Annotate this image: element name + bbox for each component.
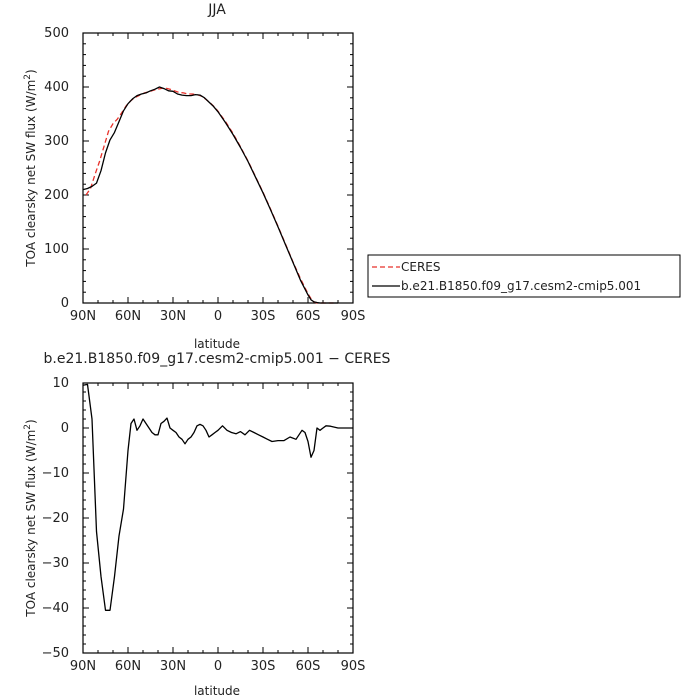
top-y-axis-label-main: TOA clearsky net SW flux (W/m: [24, 80, 38, 268]
top-y-tick-label: 0: [61, 296, 69, 311]
bottom-y-tick-label: −50: [42, 646, 69, 661]
legend-box: [367, 254, 681, 298]
bottom-y-axis-label-exp: 2: [23, 424, 33, 430]
top-x-tick-label: 60S: [296, 309, 321, 324]
bottom-y-axis-label: TOA clearsky net SW flux (W/m2): [23, 419, 38, 617]
legend-label-ceres: CERES: [401, 260, 441, 274]
bottom-y-tick-label: −30: [42, 556, 69, 571]
top-chart-legend: CERES b.e21.B1850.f09_g17.cesm2-cmip5.00…: [367, 254, 681, 298]
top-x-tick-label: 90S: [341, 309, 366, 324]
bottom-y-tick-label: −10: [42, 466, 69, 481]
bottom-chart-series: [82, 383, 353, 611]
bottom-x-axis-label: latitude: [194, 684, 240, 698]
bottom-x-tick-label: 90N: [70, 659, 96, 674]
top-x-tick-label: 30N: [160, 309, 186, 324]
bottom-chart-axes: 90N 60N 30N 0 30S 60S 90S −50 −40 −30 −20 −10 0 10: [42, 376, 366, 674]
bottom-x-tick-label: 60N: [115, 659, 141, 674]
top-series-line-b-e21-b1850-f09-g17-cesm2-cmip5-001: [82, 86, 338, 304]
top-y-tick-label: 100: [44, 242, 69, 257]
bottom-panel: b.e21.B1850.f09_g17.cesm2-cmip5.001 − CE…: [23, 351, 391, 698]
bottom-series-line-0: [82, 383, 353, 611]
bottom-y-tick-label: −20: [42, 511, 69, 526]
top-y-tick-label: 500: [44, 26, 69, 41]
bottom-x-tick-label: 30N: [160, 659, 186, 674]
top-y-axis-label: TOA clearsky net SW flux (W/m2): [23, 69, 38, 267]
bottom-y-tick-label: 10: [52, 376, 69, 391]
top-chart-axes: 90N 60N 30N 0 30S 60S 90S 0 100 200 300 400 500: [44, 26, 365, 324]
bottom-y-axis-label-end: ): [24, 419, 38, 424]
top-x-tick-label: 30S: [251, 309, 276, 324]
bottom-y-tick-label: −40: [42, 601, 69, 616]
top-chart-title: JJA: [207, 2, 226, 18]
top-y-tick-label: 300: [44, 134, 69, 149]
top-x-tick-label: 60N: [115, 309, 141, 324]
top-y-axis-label-end: ): [24, 69, 38, 74]
bottom-y-tick-label: 0: [61, 421, 69, 436]
bottom-chart-title: b.e21.B1850.f09_g17.cesm2-cmip5.001 − CE…: [44, 351, 391, 367]
top-panel: JJA 90N 60N 30N 0 30S 60S 90S0100200300400500 …: [23, 2, 681, 351]
bottom-plot-frame: [82, 382, 354, 654]
bottom-x-tick-label: 0: [214, 659, 222, 674]
top-y-tick-label: 200: [44, 188, 69, 203]
bottom-x-tick-label: 60S: [296, 659, 321, 674]
top-chart-series: [82, 86, 338, 304]
bottom-x-tick-label: 90S: [341, 659, 366, 674]
top-x-tick-label: 0: [214, 309, 222, 324]
bottom-y-axis-label-main: TOA clearsky net SW flux (W/m: [24, 430, 38, 618]
top-plot-frame: [82, 32, 354, 304]
top-x-axis-label: latitude: [194, 337, 240, 351]
bottom-x-tick-label: 30S: [251, 659, 276, 674]
top-y-tick-label: 400: [44, 80, 69, 95]
top-x-tick-label: 90N: [70, 309, 96, 324]
legend-label-model: b.e21.B1850.f09_g17.cesm2-cmip5.001: [401, 279, 641, 293]
top-y-axis-label-exp: 2: [23, 74, 33, 80]
